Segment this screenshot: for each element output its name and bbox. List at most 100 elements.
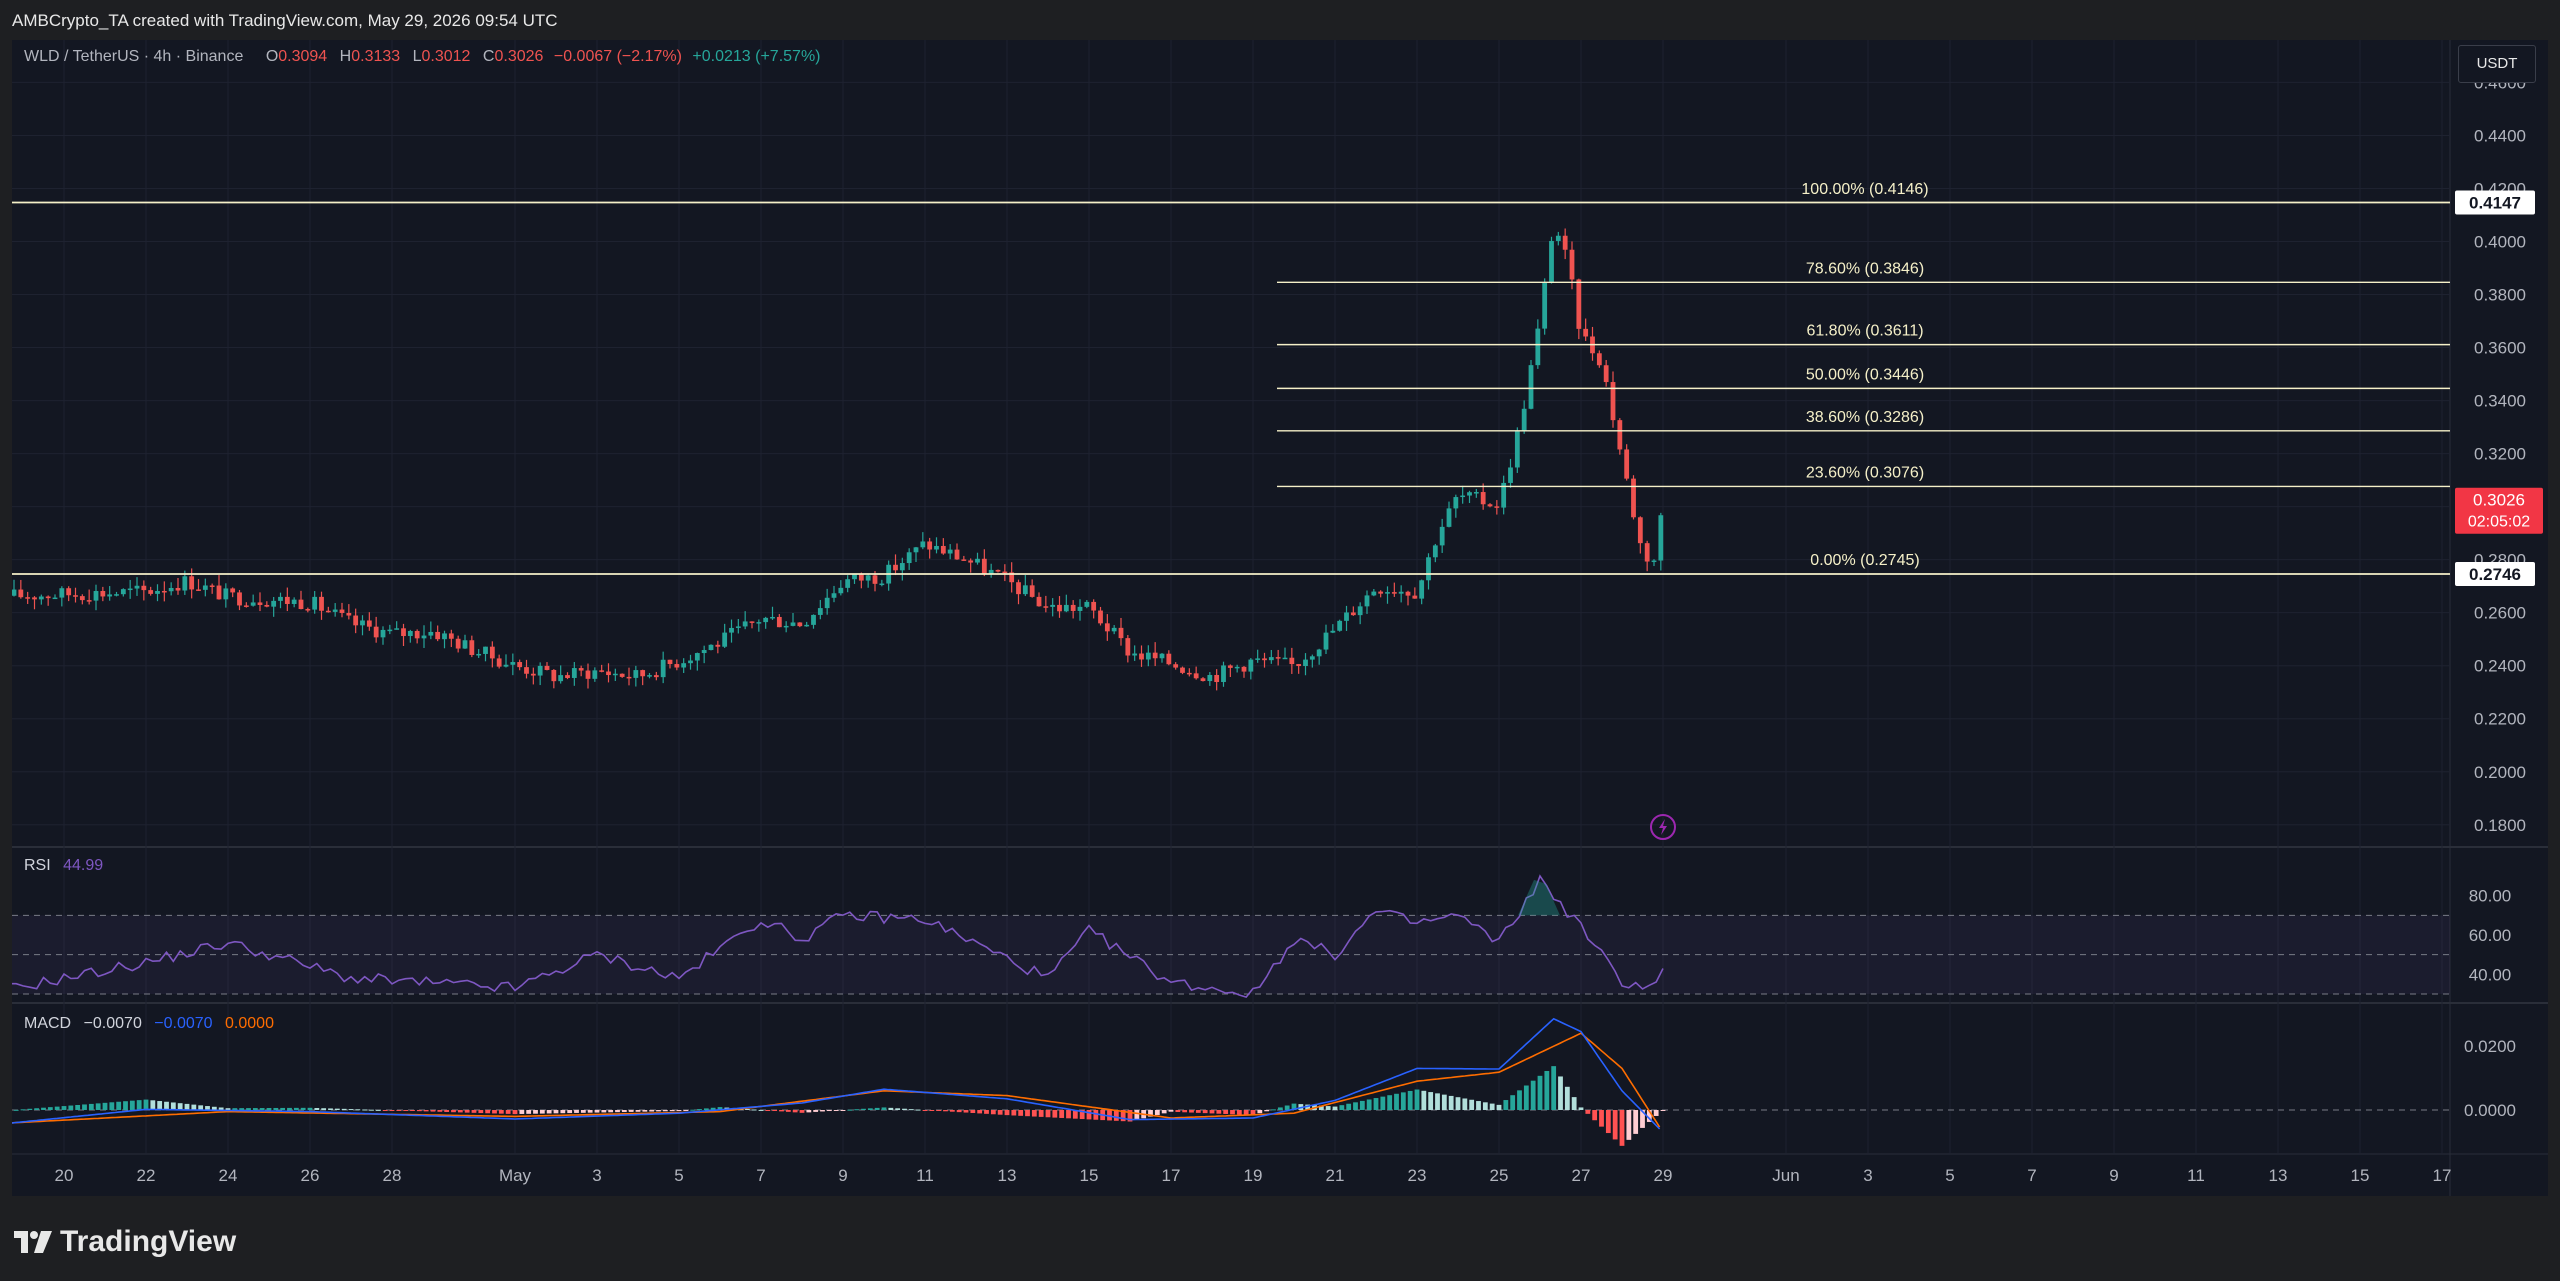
- macd-histogram-bar: [854, 1109, 860, 1111]
- candle-body: [804, 624, 810, 627]
- macd-histogram-bar: [1038, 1110, 1044, 1117]
- macd-histogram-bar: [908, 1109, 914, 1111]
- macd-histogram-bar: [1236, 1110, 1242, 1115]
- macd-histogram-bar: [314, 1108, 320, 1110]
- macd-histogram-bar: [703, 1108, 709, 1110]
- candle-body: [278, 596, 283, 601]
- candle-body: [12, 589, 17, 596]
- chart-canvas[interactable]: 20 22 24 26 28 May 3 5 7 9 11 13 15 17 19 21 23 25 27 29 Jun…: [12, 40, 2548, 1196]
- time-tick-label: 25: [1490, 1166, 1509, 1185]
- candle-body: [742, 621, 748, 627]
- candle-body: [865, 575, 871, 581]
- fib-level-label: 78.60% (0.3846): [1806, 260, 1924, 277]
- candle-body: [1309, 656, 1315, 660]
- time-tick-label: 28: [383, 1166, 402, 1185]
- time-tick-label: 27: [1572, 1166, 1591, 1185]
- macd-title: MACD: [24, 1015, 72, 1032]
- macd-histogram-bar: [457, 1110, 463, 1113]
- chart-panel[interactable]: 20 22 24 26 28 May 3 5 7 9 11 13 15 17 19 21 23 25 27 29 Jun…: [12, 40, 2548, 1196]
- candle-body: [230, 588, 236, 593]
- candle-body: [264, 604, 270, 607]
- candle-body: [32, 597, 37, 600]
- currency-unit-button[interactable]: USDT: [2458, 45, 2536, 83]
- candle-body: [626, 676, 632, 679]
- macd-histogram-bar: [1093, 1110, 1099, 1120]
- candle-body: [770, 616, 775, 619]
- macd-histogram-bar: [1346, 1103, 1352, 1110]
- candle-body: [1132, 653, 1138, 656]
- candle-body: [1398, 591, 1404, 594]
- tradingview-logo-icon: [14, 1231, 52, 1253]
- macd-histogram-bar: [437, 1110, 443, 1112]
- candle-body: [824, 597, 830, 609]
- candle-body: [435, 631, 441, 640]
- price-label-text: 0.2746: [2469, 565, 2521, 584]
- candle-body: [366, 620, 372, 627]
- macd-histogram-bar: [1052, 1110, 1058, 1118]
- macd-histogram-bar: [1168, 1110, 1174, 1112]
- candle-body: [1624, 449, 1630, 479]
- macd-histogram-bar: [922, 1110, 928, 1111]
- macd-histogram-bar: [1366, 1099, 1372, 1110]
- macd-histogram-bar: [997, 1110, 1003, 1115]
- fib-level-label: 61.80% (0.3611): [1806, 323, 1923, 340]
- candle-body: [489, 646, 495, 659]
- macd-histogram-bar: [792, 1110, 798, 1113]
- macd-histogram-bar: [690, 1109, 696, 1111]
- candle-body: [1473, 492, 1479, 494]
- candle-body: [52, 597, 58, 600]
- macd-histogram-bar: [574, 1110, 579, 1113]
- candle-body: [1057, 604, 1062, 612]
- macd-histogram-group: [13, 1066, 1666, 1146]
- rsi-band-fill: [12, 915, 2450, 994]
- candle-body: [1446, 508, 1452, 527]
- candle-body: [858, 574, 864, 581]
- macd-histogram-bar: [1202, 1110, 1208, 1114]
- time-tick-label: 20: [55, 1166, 74, 1185]
- candles-group: [12, 228, 1664, 691]
- price-label-text: 0.4147: [2469, 194, 2521, 213]
- candle-body: [120, 589, 126, 595]
- last-price-label-box: [2455, 487, 2543, 534]
- macd-histogram-bar: [136, 1100, 142, 1110]
- macd-histogram-bar: [1448, 1095, 1454, 1110]
- macd-histogram-bar: [1325, 1106, 1331, 1110]
- candle-body: [968, 560, 974, 563]
- symbol-name: WLD / TetherUS · 4h · Binance: [24, 48, 244, 65]
- candle-body: [1050, 604, 1056, 607]
- macd-histogram-bar: [1571, 1097, 1577, 1110]
- candle-body: [496, 658, 502, 667]
- candle-body: [797, 622, 803, 627]
- macd-histogram-bar: [840, 1110, 846, 1111]
- candle-body: [38, 596, 44, 600]
- macd-histogram-bar: [505, 1110, 511, 1114]
- macd-histogram-bar: [328, 1108, 333, 1110]
- macd-tick-label: 0.0200: [2464, 1037, 2516, 1056]
- fib-level-label: 0.00% (0.2745): [1810, 552, 1919, 569]
- macd-histogram-bar: [820, 1110, 825, 1112]
- candle-body: [1487, 504, 1493, 507]
- candle-body: [749, 621, 755, 623]
- candle-body: [1180, 667, 1185, 673]
- macd-histogram-bar: [259, 1108, 265, 1110]
- candle-body: [1221, 665, 1226, 683]
- candle-body: [1480, 492, 1486, 505]
- macd-legend: MACD −0.0070 −0.0070 0.0000: [24, 1015, 274, 1033]
- macd-histogram-bar: [1127, 1110, 1133, 1122]
- macd-histogram-bar: [191, 1104, 197, 1110]
- macd-histogram-bar: [1441, 1094, 1447, 1110]
- candle-body: [838, 587, 844, 594]
- macd-histogram-bar: [430, 1110, 436, 1112]
- macd-histogram-bar: [232, 1108, 238, 1110]
- macd-histogram-bar: [594, 1110, 600, 1113]
- candle-body: [571, 668, 577, 678]
- candle-body: [811, 614, 816, 625]
- candle-body: [1248, 659, 1254, 672]
- candle-body: [1077, 606, 1083, 611]
- macd-histogram-bar: [806, 1110, 812, 1113]
- candle-body: [305, 609, 311, 611]
- candle-body: [1104, 623, 1110, 632]
- macd-histogram-bar: [956, 1110, 962, 1113]
- macd-histogram-bar: [451, 1110, 456, 1113]
- footer: TradingView: [14, 1222, 236, 1262]
